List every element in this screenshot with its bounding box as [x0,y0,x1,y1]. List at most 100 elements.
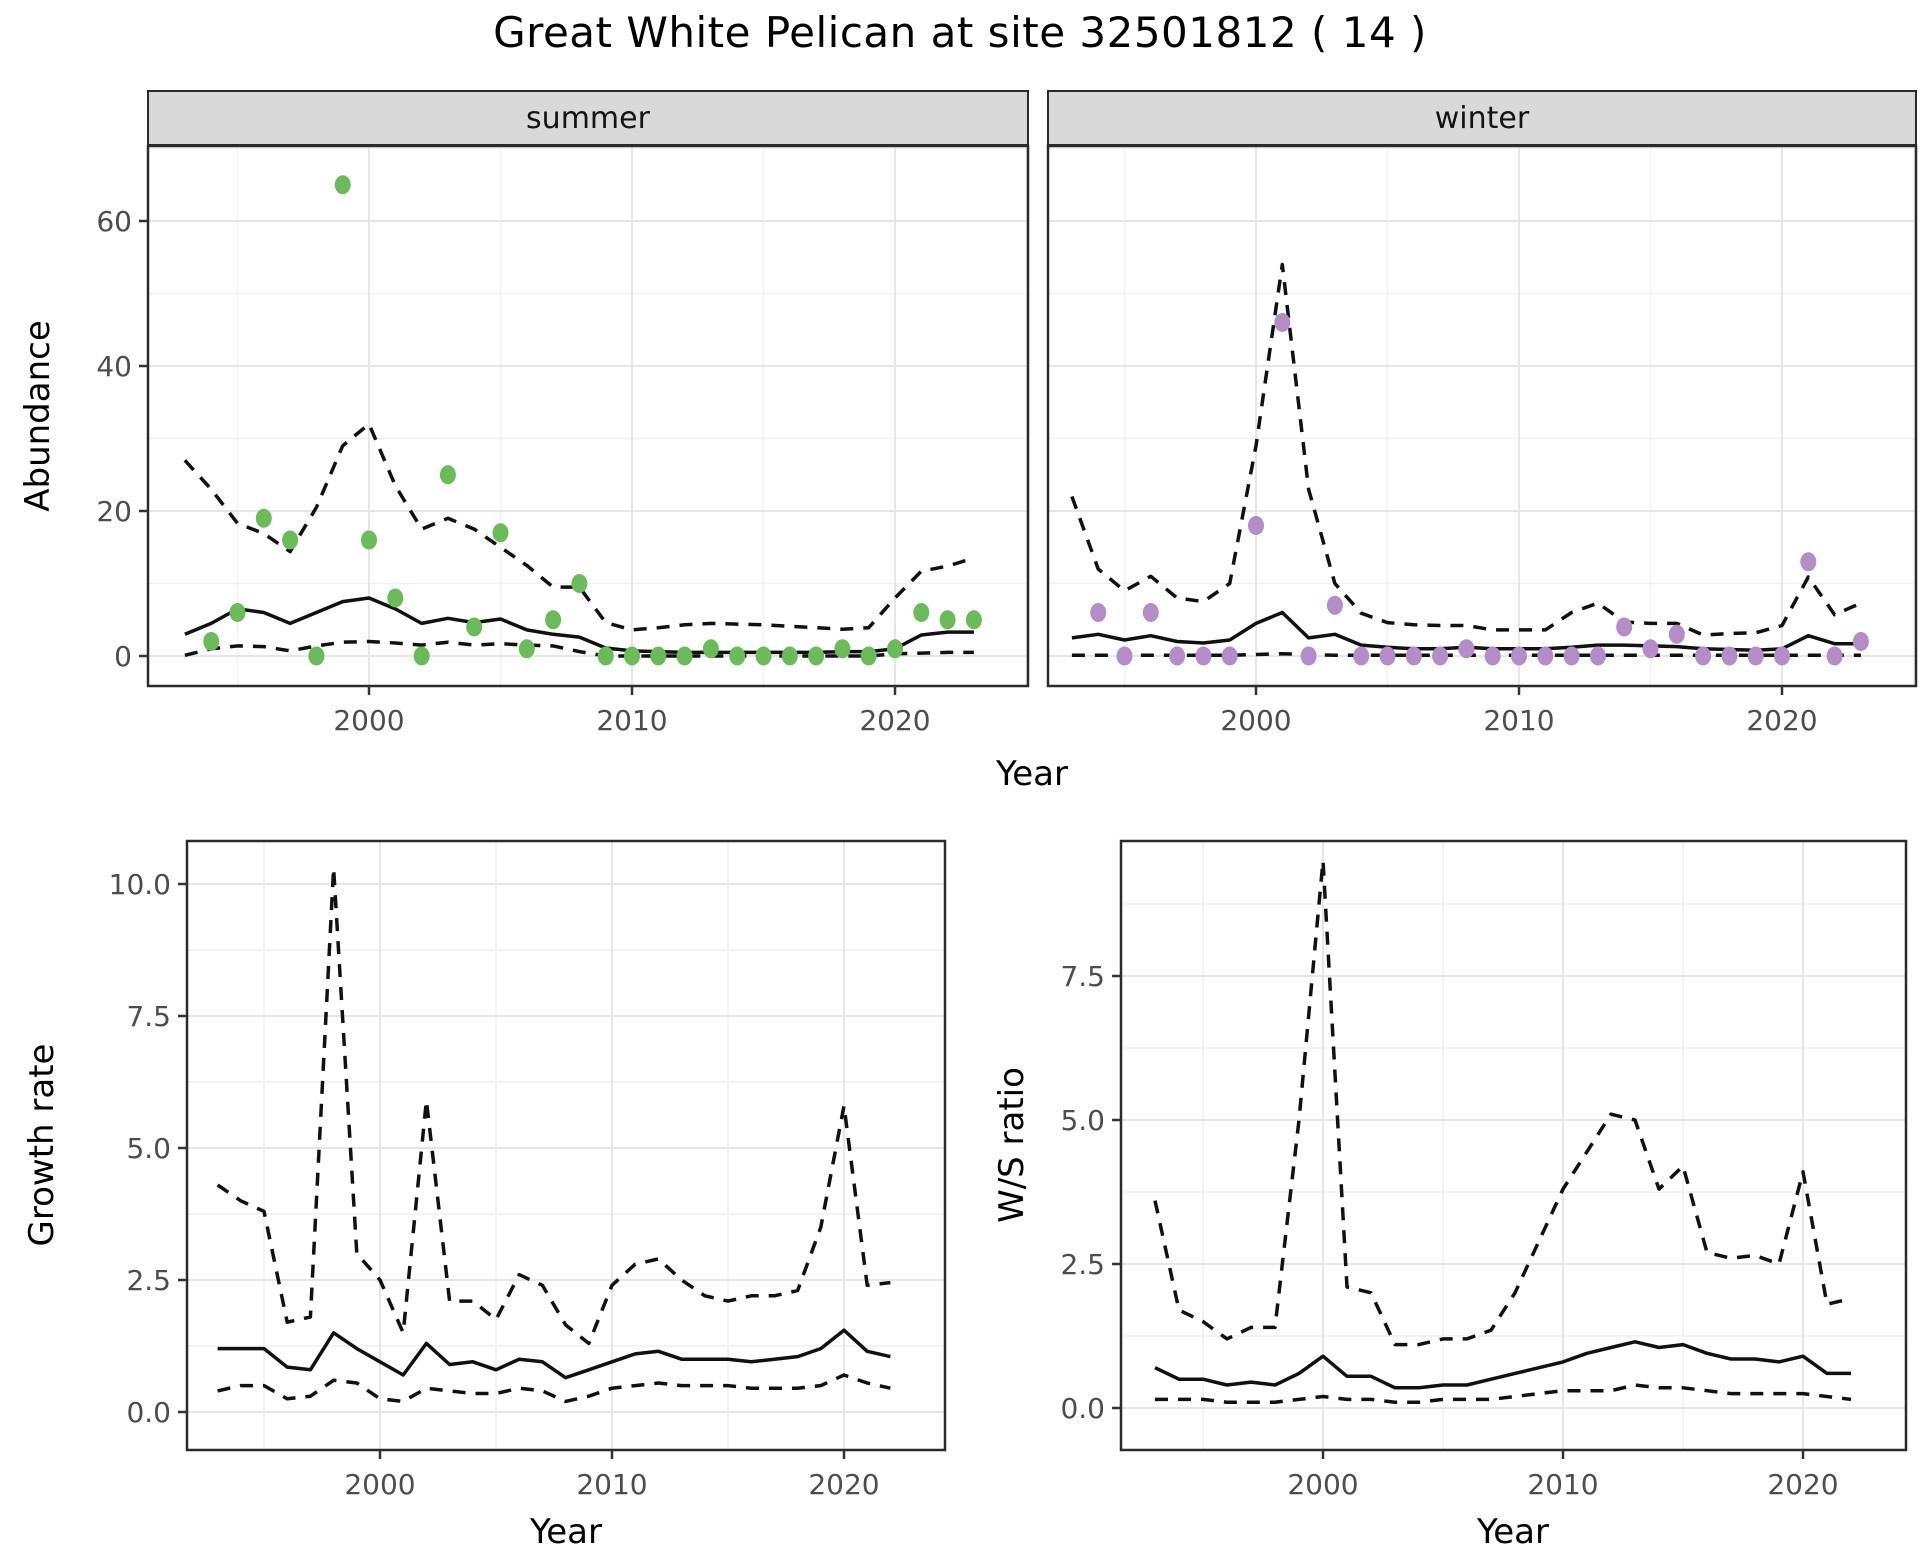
data-point [334,175,351,195]
abundance-axis-label: Abundance [18,320,58,512]
x-tick-label: 2010 [1527,1468,1598,1501]
grid-minor [148,146,1028,686]
data-point [808,646,825,666]
y-tick-label: 5.0 [1060,1104,1105,1137]
y-tick-label: 5.0 [126,1132,171,1165]
data-point [361,530,377,550]
page-title: Great White Pelican at site 32501812 ( 1… [493,8,1427,57]
ci-lower-line [184,639,974,658]
data-point [965,610,982,630]
x-tick-label: 2000 [1287,1468,1358,1501]
ci-upper-line [216,866,891,1346]
y-tick-label: 0.0 [1060,1392,1105,1425]
x-tick-label: 2010 [576,1468,647,1501]
facet-strip-summer-label: summer [526,100,650,136]
data-point [755,646,772,666]
y-tick-label: 60 [96,205,132,238]
facet-strip-summer: summer [147,90,1029,146]
data-point [1774,646,1790,666]
data-point [860,646,877,666]
data-point [1142,603,1159,622]
data-point [1537,646,1554,666]
x-tick-label: 2000 [344,1468,415,1501]
data-point [729,646,746,666]
axis-ticks: 2000 2010 2020 0 20 40 60 [96,205,930,737]
y-tick-label: 40 [96,350,132,383]
fit-line [1154,1340,1851,1390]
data-point [1484,646,1501,666]
data-point [1432,646,1449,666]
facet-strip-winter-label: winter [1434,100,1530,136]
data-point [387,588,404,608]
data-point [939,610,956,630]
data-point [1852,632,1869,651]
panel-border [1119,839,1908,1452]
x-tick-label: 2010 [1483,704,1554,737]
data-point [1169,646,1186,666]
winter-points [1090,313,1869,666]
growth-rate-axis-label: Growth rate [22,1043,62,1247]
top-year-axis-label: Year [996,754,1068,794]
data-point [203,632,220,651]
data-point [1353,646,1370,666]
y-tick-label: 0.0 [126,1396,171,1429]
y-tick-label: 10.0 [109,868,171,901]
data-point [255,508,272,528]
data-point [1800,552,1817,572]
data-point [308,646,325,666]
data-point [887,639,903,659]
facet-strip-winter: winter [1047,90,1917,146]
x-tick-label: 2020 [808,1468,879,1501]
data-point [1511,646,1527,666]
data-point [1668,624,1685,644]
ci-lower-line [217,1373,891,1404]
data-point [624,646,640,666]
growth-year-axis-label: Year [530,1512,602,1552]
data-point [1300,646,1317,666]
ci-lower-line [1155,1383,1852,1404]
y-tick-label: 2.5 [1060,1248,1105,1281]
panel-background [187,841,945,1450]
axis-ticks: 2000 2010 2020 0.0 2.5 5.0 7.5 10.0 [109,868,880,1501]
y-tick-label: 20 [96,495,132,528]
data-point [1695,646,1712,666]
data-point [1379,646,1396,666]
data-point [518,639,535,659]
x-tick-label: 2000 [333,704,404,737]
panel-border [146,144,1030,688]
ws-ratio-panel: 2000 2010 2020 0.0 2.5 5.0 7.5 [1060,839,1908,1501]
data-point [1458,639,1475,659]
data-point [466,617,483,637]
data-point [1642,639,1659,659]
data-point [676,646,693,666]
data-point [545,610,562,630]
ws-ratio-axis-label: W/S ratio [992,1067,1032,1223]
panel-border [185,839,947,1452]
data-point [1326,595,1343,615]
growth-rate-panel: 2000 2010 2020 0.0 2.5 5.0 7.5 10.0 [109,839,947,1501]
y-tick-label: 0 [114,640,132,673]
data-point [702,639,719,659]
data-point [1826,646,1843,666]
summer-panel: 2000 2010 2020 0 20 40 60 [96,144,1030,737]
grid-minor [1121,841,1906,1450]
summer-points [203,175,982,666]
grid-minor [1048,146,1916,686]
data-point [597,646,614,666]
y-tick-label: 7.5 [126,1000,171,1033]
data-point [1116,646,1133,666]
grid-major [187,841,945,1450]
panel-border [1046,144,1918,688]
data-point [1248,516,1264,535]
data-point [1090,603,1107,622]
data-point [781,646,798,666]
x-tick-label: 2010 [596,704,667,737]
axis-ticks: 2000 2010 2020 0.0 2.5 5.0 7.5 [1060,960,1838,1501]
data-point [1616,617,1633,637]
ws-year-axis-label: Year [1477,1512,1549,1552]
data-point [834,639,851,659]
x-tick-label: 2020 [1767,1468,1838,1501]
data-point [571,574,588,593]
x-tick-label: 2000 [1220,704,1291,737]
